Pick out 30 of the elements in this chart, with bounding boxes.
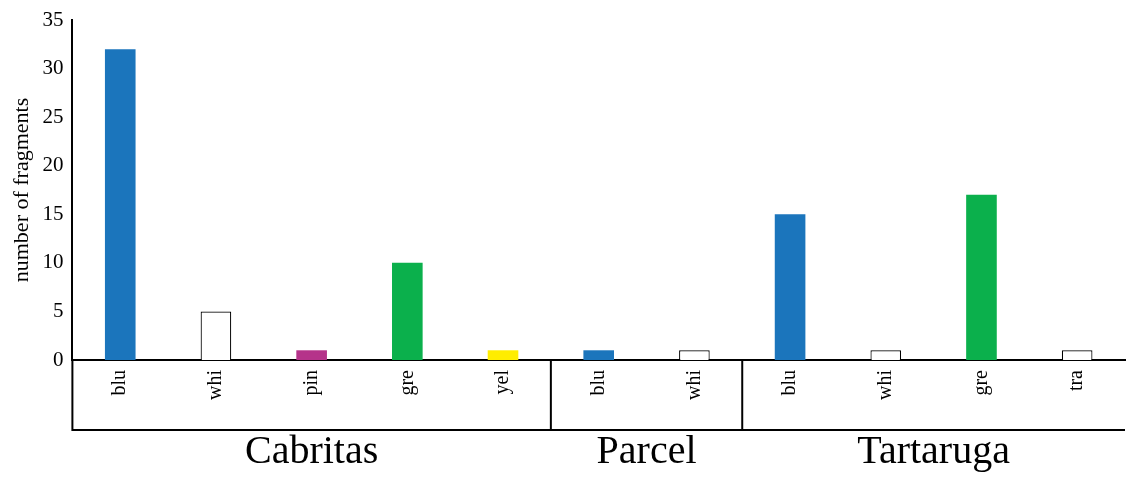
bar xyxy=(392,262,423,360)
y-axis-title: number of fragments xyxy=(7,97,33,283)
bar xyxy=(583,350,615,360)
x-tick-label: gre xyxy=(968,369,992,396)
y-tick-label: 25 xyxy=(42,103,64,128)
x-tick-label: pin xyxy=(298,370,322,396)
x-tick-label: blu xyxy=(777,370,800,396)
bar xyxy=(966,194,997,360)
x-tick-label: blu xyxy=(107,370,130,396)
y-tick-label: 0 xyxy=(52,346,64,371)
x-tick-label: whi xyxy=(873,369,896,400)
y-tick-label: 5 xyxy=(52,297,64,322)
x-tick-label: yel xyxy=(490,369,514,395)
y-tick-label: 20 xyxy=(42,152,64,177)
bar xyxy=(487,350,519,360)
y-tick-label: 35 xyxy=(42,6,64,31)
x-tick-label: whi xyxy=(203,369,226,400)
bar xyxy=(774,214,806,360)
bar xyxy=(104,49,136,360)
x-tick-label: tra xyxy=(1064,369,1087,392)
text: Cabritas xyxy=(244,426,379,472)
y-tick-label: 10 xyxy=(42,249,64,274)
bar xyxy=(296,350,327,360)
y-tick-label: 15 xyxy=(42,200,64,225)
x-tick-label: whi xyxy=(681,369,704,400)
y-tick-label: 30 xyxy=(42,55,64,80)
text: Parcel xyxy=(596,426,697,472)
text: Tartaruga xyxy=(857,426,1011,472)
x-tick-label: blu xyxy=(585,370,608,396)
x-tick-label: gre xyxy=(394,369,418,396)
